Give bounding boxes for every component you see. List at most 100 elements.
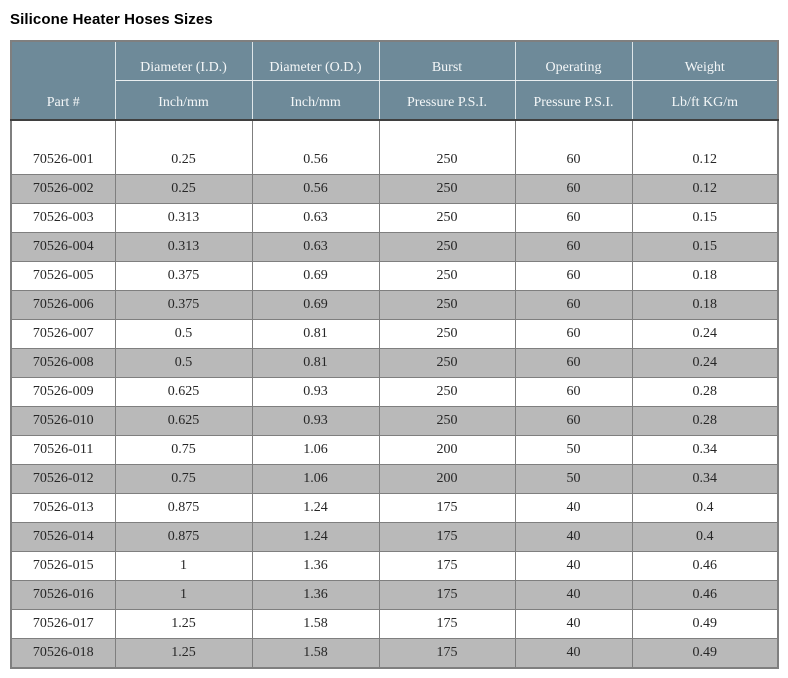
table-cell: 0.24 [631,319,778,349]
part-number-cell: 70526-017 [11,609,115,639]
table-cell: 0.25 [114,174,252,204]
col-header-part: Part # [11,41,115,121]
col-header-burst: Burst [378,41,515,81]
table-row: 70526-012 0.75 1.06 200 50 0.34 [11,464,778,494]
table-cell: 0.12 [631,146,778,175]
table-cell: 175 [378,522,515,552]
table-cell: 0.375 [114,261,252,291]
table-cell: 40 [514,580,632,610]
table-header: Part # Diameter (I.D.) Diameter (O.D.) B… [11,41,778,121]
table-cell: 1.06 [251,464,379,494]
header-row-2: Inch/mm Inch/mm Pressure P.S.I. Pressure… [11,80,778,121]
table-cell: 0.56 [251,174,379,204]
table-cell: 60 [514,203,632,233]
table-cell: 0.625 [114,406,252,436]
col-subheader-operating-units: Pressure P.S.I. [514,80,632,121]
table-cell: 1 [114,580,252,610]
table-cell: 250 [378,146,515,175]
table-cell: 50 [514,464,632,494]
table-row: 70526-008 0.5 0.81 250 60 0.24 [11,348,778,378]
table-cell [114,120,252,146]
table-cell: 250 [378,203,515,233]
table-cell: 1.06 [251,435,379,465]
part-number-cell: 70526-014 [11,522,115,552]
table-cell: 0.4 [631,522,778,552]
table-cell: 0.49 [631,638,778,669]
table-cell: 250 [378,174,515,204]
table-cell: 0.56 [251,146,379,175]
table-cell: 0.63 [251,203,379,233]
table-row: 70526-007 0.5 0.81 250 60 0.24 [11,319,778,349]
table-cell: 60 [514,319,632,349]
part-number-cell: 70526-004 [11,232,115,262]
col-subheader-diameter-od-units: Inch/mm [251,80,379,121]
col-header-weight: Weight [631,41,778,81]
col-subheader-diameter-id-units: Inch/mm [114,80,252,121]
table-cell: 0.24 [631,348,778,378]
table-cell: 0.63 [251,232,379,262]
table-cell: 0.34 [631,435,778,465]
spacer-row [11,120,778,146]
table-cell: 1.24 [251,493,379,523]
table-cell: 1.36 [251,551,379,581]
table-cell: 60 [514,232,632,262]
table-cell: 1.25 [114,638,252,669]
table-cell: 200 [378,464,515,494]
part-number-cell: 70526-007 [11,319,115,349]
part-number-cell: 70526-012 [11,464,115,494]
part-number-cell: 70526-003 [11,203,115,233]
table-cell: 0.25 [114,146,252,175]
table-cell: 60 [514,261,632,291]
table-row: 70526-002 0.25 0.56 250 60 0.12 [11,174,778,204]
table-row: 70526-001 0.25 0.56 250 60 0.12 [11,146,778,175]
table-cell: 60 [514,348,632,378]
table-cell: 60 [514,406,632,436]
table-cell: 1.58 [251,609,379,639]
part-number-cell: 70526-013 [11,493,115,523]
table-cell: 50 [514,435,632,465]
table-cell: 1.58 [251,638,379,669]
table-cell: 0.875 [114,522,252,552]
part-number-cell: 70526-015 [11,551,115,581]
table-cell: 175 [378,609,515,639]
col-header-diameter-id: Diameter (I.D.) [114,41,252,81]
table-cell: 0.625 [114,377,252,407]
col-subheader-weight-units: Lb/ft KG/m [631,80,778,121]
table-cell: 0.375 [114,290,252,320]
table-cell: 40 [514,609,632,639]
table-cell: 0.313 [114,203,252,233]
table-cell: 40 [514,638,632,669]
table-cell: 0.69 [251,261,379,291]
table-row: 70526-004 0.313 0.63 250 60 0.15 [11,232,778,262]
table-cell: 175 [378,580,515,610]
table-cell: 40 [514,551,632,581]
col-subheader-burst-units: Pressure P.S.I. [378,80,515,121]
part-number-cell: 70526-008 [11,348,115,378]
table-cell: 0.12 [631,174,778,204]
table-cell: 250 [378,261,515,291]
table-cell: 0.81 [251,319,379,349]
table-row: 70526-016 1 1.36 175 40 0.46 [11,580,778,610]
table-cell: 250 [378,290,515,320]
part-number-cell: 70526-006 [11,290,115,320]
table-cell: 0.46 [631,551,778,581]
table-row: 70526-005 0.375 0.69 250 60 0.18 [11,261,778,291]
table-cell: 0.5 [114,319,252,349]
table-cell: 0.93 [251,406,379,436]
table-cell: 200 [378,435,515,465]
table-cell: 60 [514,146,632,175]
table-cell: 250 [378,232,515,262]
table-row: 70526-011 0.75 1.06 200 50 0.34 [11,435,778,465]
table-row: 70526-017 1.25 1.58 175 40 0.49 [11,609,778,639]
table-row: 70526-010 0.625 0.93 250 60 0.28 [11,406,778,436]
table-cell [631,120,778,146]
table-cell: 0.18 [631,290,778,320]
table-cell: 250 [378,406,515,436]
part-number-cell: 70526-016 [11,580,115,610]
table-cell: 0.313 [114,232,252,262]
table-cell: 40 [514,493,632,523]
part-number-cell: 70526-018 [11,638,115,669]
table-cell: 175 [378,551,515,581]
table-body: 70526-001 0.25 0.56 250 60 0.12 70526-002 0.25 0… [11,120,778,669]
